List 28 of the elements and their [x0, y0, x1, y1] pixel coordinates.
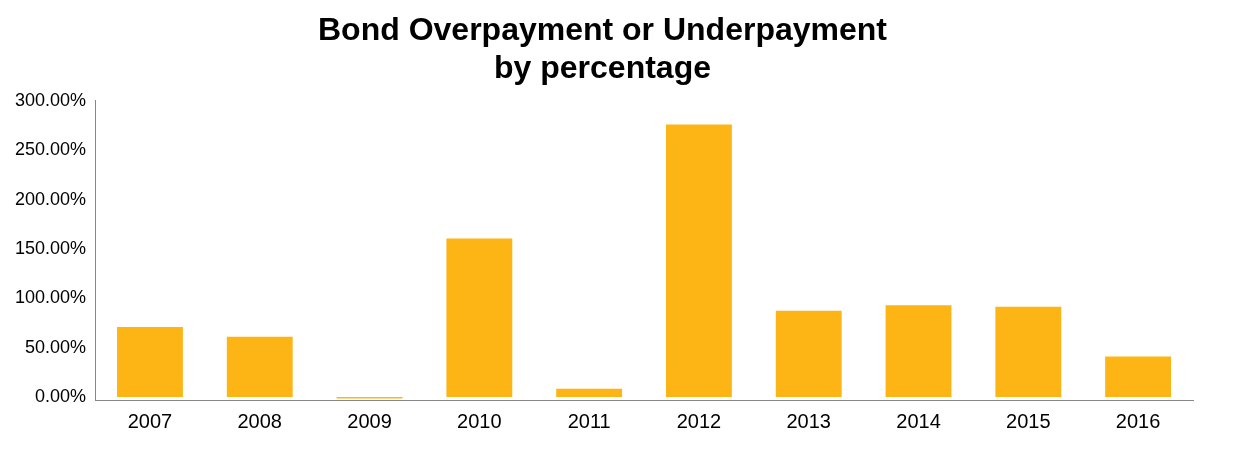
bar	[1105, 356, 1172, 398]
x-tick-label: 2010	[457, 409, 502, 432]
bar	[446, 238, 513, 398]
y-tick-label: 0.00%	[35, 386, 87, 407]
x-tick-label: 2015	[1006, 409, 1051, 432]
bar	[226, 336, 293, 398]
y-tick-label: 250.00%	[15, 139, 87, 160]
text: Bond Overpayment or Underpayment	[318, 11, 887, 48]
text: by percentage	[494, 49, 711, 86]
y-tick-label: 200.00%	[15, 188, 87, 209]
y-tick-label: 50.00%	[25, 336, 87, 357]
bar	[117, 326, 183, 398]
x-tick-label: 2012	[676, 409, 722, 432]
x-tick-label: 2011	[567, 409, 611, 432]
y-tick-label: 150.00%	[15, 237, 87, 258]
bar	[995, 306, 1062, 398]
y-tick-label: 300.00%	[15, 89, 87, 110]
x-tick-label: 2014	[896, 409, 941, 432]
bar	[556, 388, 623, 398]
bar	[665, 124, 732, 398]
x-tick-label: 2013	[786, 409, 831, 432]
bar	[775, 310, 842, 398]
x-tick-label: 2016	[1115, 409, 1161, 432]
y-tick-label: 100.00%	[15, 287, 87, 308]
x-tick-label: 2009	[347, 409, 392, 432]
bar	[885, 305, 952, 398]
x-tick-label: 2008	[237, 409, 282, 432]
x-tick-label: 2007	[127, 409, 173, 432]
